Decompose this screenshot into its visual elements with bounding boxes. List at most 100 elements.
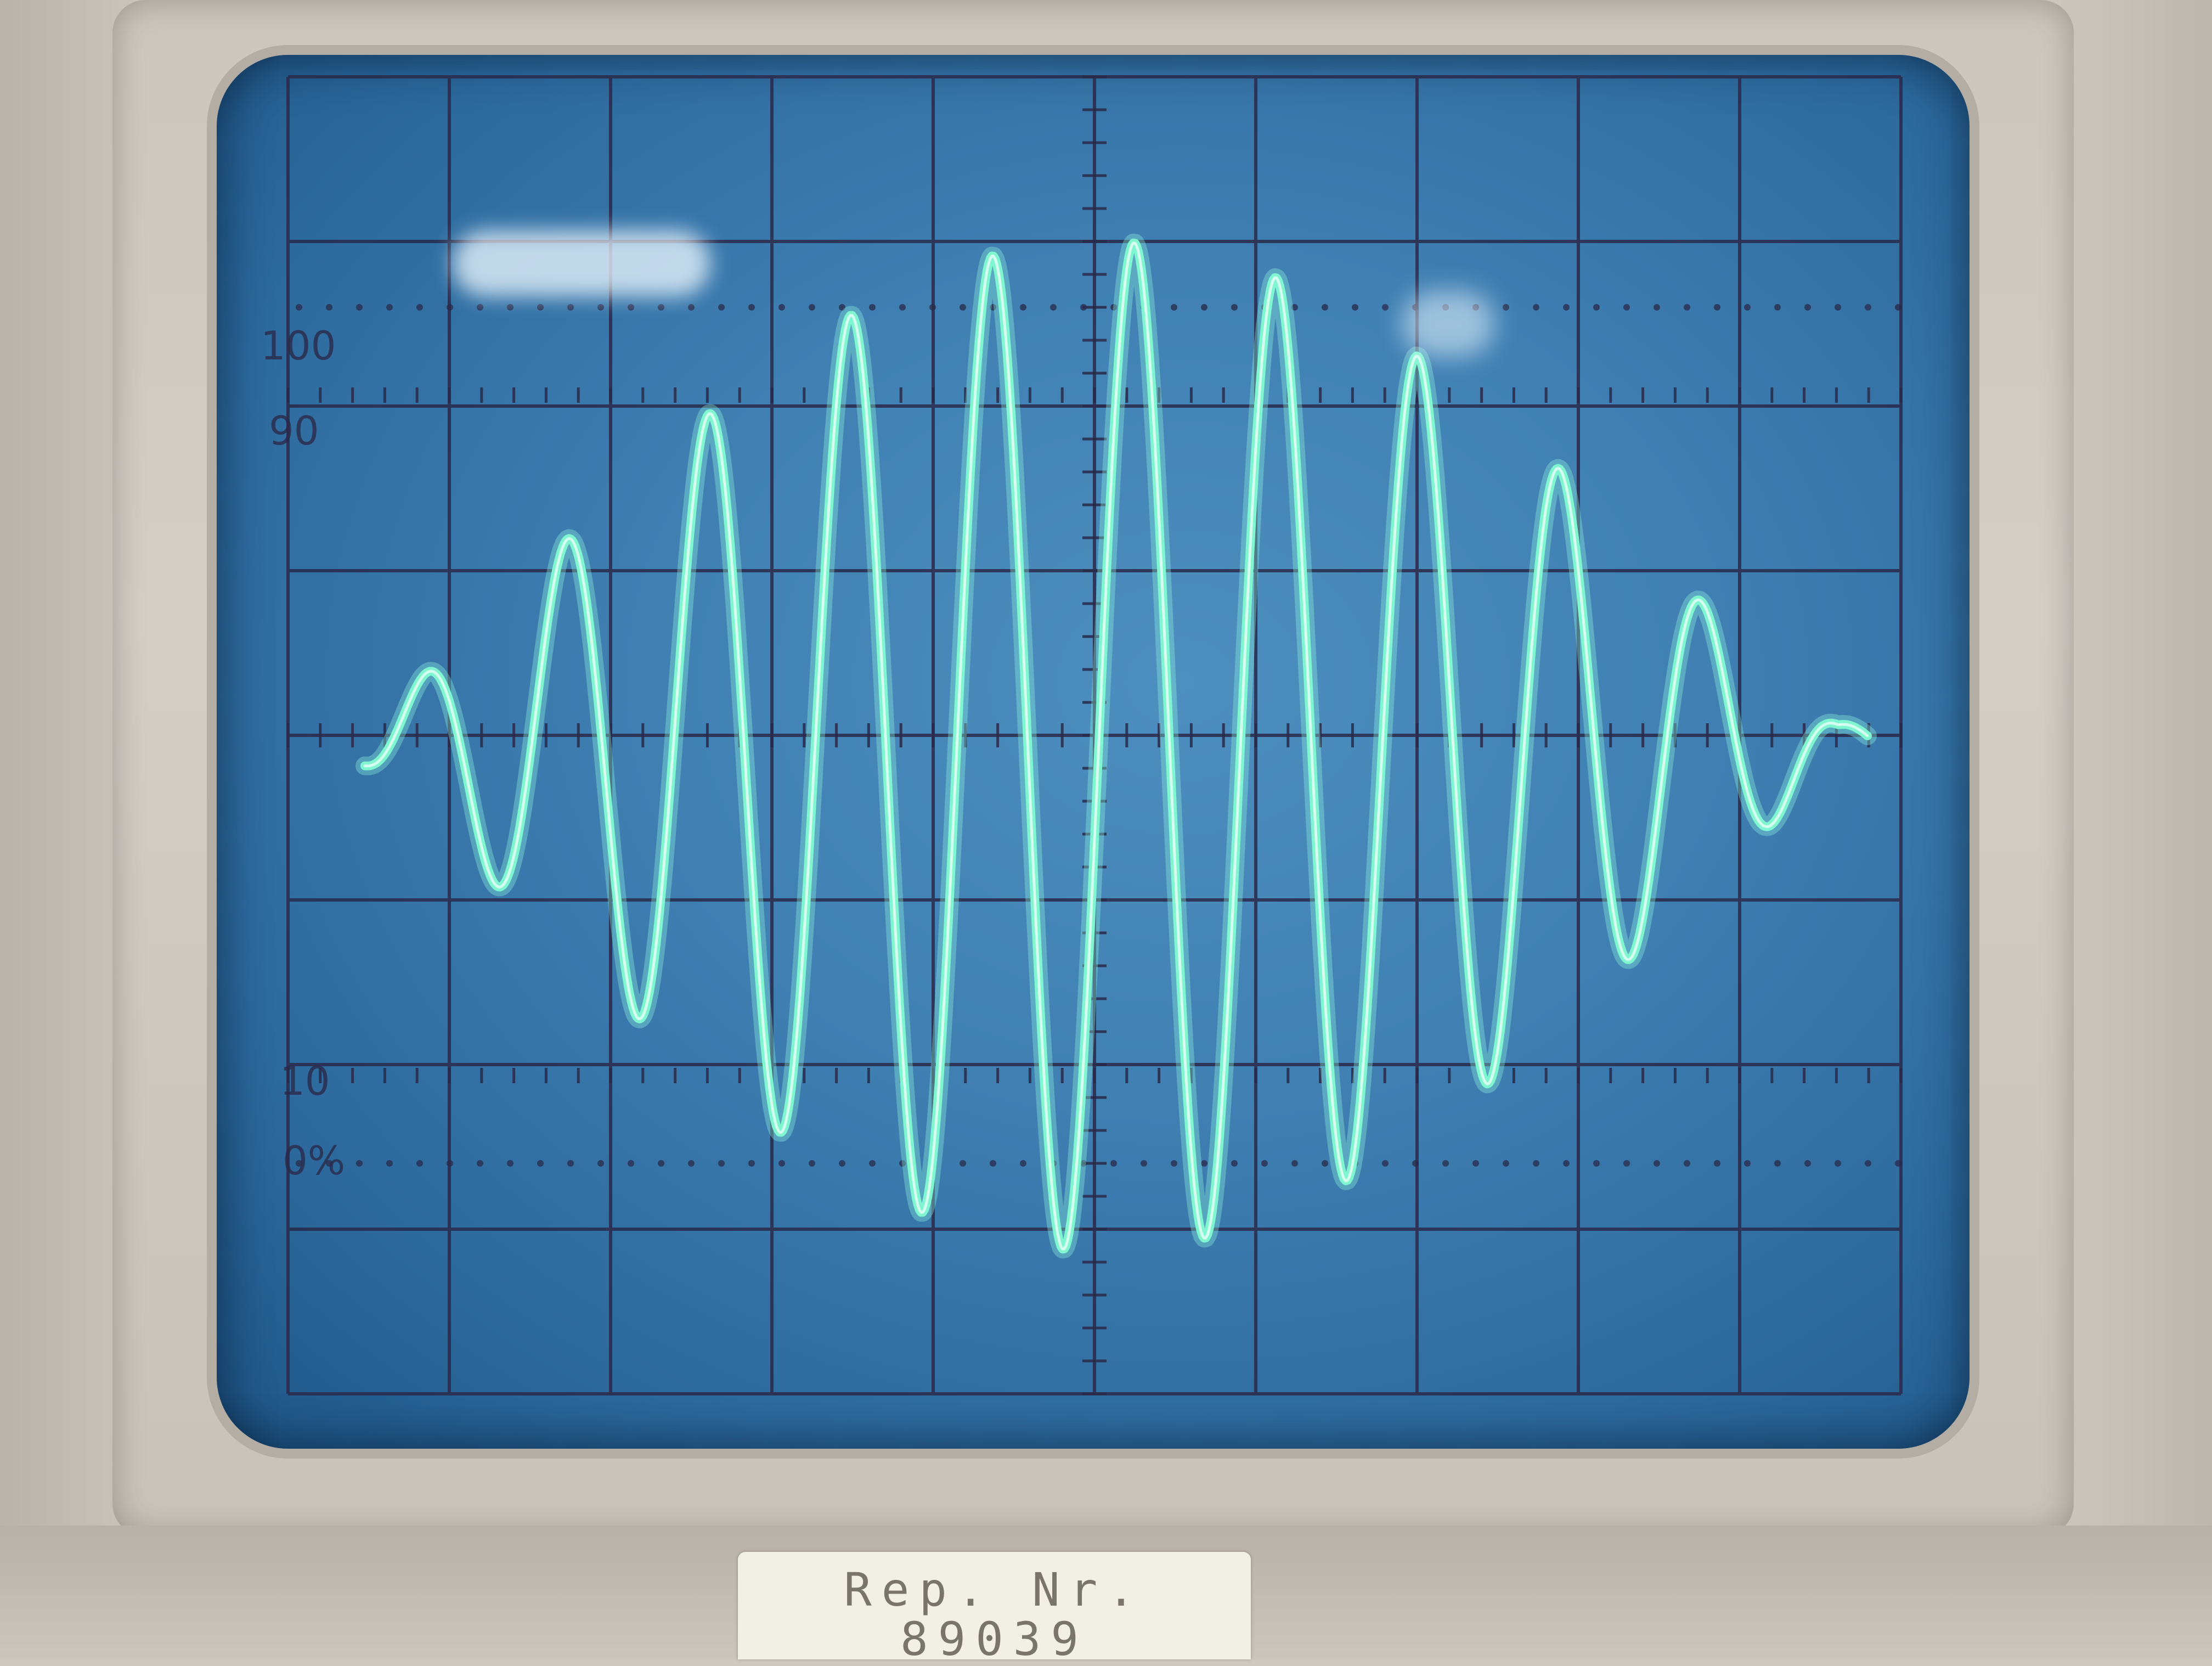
- reference-dot: [567, 1160, 574, 1167]
- reference-dot: [1352, 304, 1358, 311]
- reference-dot: [1322, 304, 1328, 311]
- reference-dot: [1231, 304, 1238, 311]
- graticule-label-90: 90: [269, 408, 319, 454]
- reference-dot: [1744, 304, 1751, 311]
- reference-dot: [1654, 1160, 1660, 1167]
- reference-dot: [356, 304, 363, 311]
- reference-dot: [809, 1160, 815, 1167]
- graticule-label-10: 10: [280, 1058, 330, 1104]
- reference-dot: [1654, 304, 1660, 311]
- reference-dot: [1171, 304, 1177, 311]
- reference-dot: [1865, 304, 1871, 311]
- repair-number-label: Rep. Nr.: [844, 1563, 1145, 1617]
- crt-screen: 100 90 10 0%: [217, 55, 1970, 1449]
- reference-dot: [839, 1160, 845, 1167]
- reference-dot: [748, 1160, 755, 1167]
- reference-dot: [628, 304, 634, 311]
- reference-dot: [1171, 1160, 1177, 1167]
- reference-dot: [1231, 1160, 1238, 1167]
- reference-dot: [1835, 304, 1841, 311]
- reference-dot: [1684, 304, 1690, 311]
- reference-dot: [326, 304, 332, 311]
- reference-dot: [1201, 304, 1207, 311]
- waveform-trace-core: [363, 241, 1869, 1251]
- reference-dot: [869, 304, 876, 311]
- reference-dot: [1472, 1160, 1479, 1167]
- reference-dot: [1503, 1160, 1509, 1167]
- screen-glare-small: [1402, 291, 1495, 357]
- reference-dot: [960, 304, 966, 311]
- reference-dot: [778, 1160, 785, 1167]
- reference-dot: [688, 1160, 695, 1167]
- reference-dot: [1774, 1160, 1781, 1167]
- reference-dot: [1261, 1160, 1268, 1167]
- reference-dot: [718, 304, 725, 311]
- graticule-label-0-percent: 0%: [283, 1138, 345, 1184]
- reference-dot: [447, 1160, 453, 1167]
- reference-dot: [960, 1160, 966, 1167]
- reference-dot: [628, 1160, 634, 1167]
- reference-dot: [1020, 304, 1026, 311]
- reference-dot: [1201, 1160, 1207, 1167]
- reference-dot: [1412, 1160, 1419, 1167]
- reference-dot: [1563, 304, 1570, 311]
- reference-dot: [990, 304, 996, 311]
- reference-dot: [1382, 304, 1389, 311]
- reference-dot: [1020, 1160, 1026, 1167]
- reference-dot: [326, 1160, 332, 1167]
- reference-dot: [386, 1160, 393, 1167]
- reference-dot: [1382, 1160, 1389, 1167]
- reference-dot: [537, 1160, 544, 1167]
- reference-dot: [1503, 304, 1509, 311]
- reference-dot: [1050, 304, 1057, 311]
- reference-dot: [1895, 1160, 1901, 1167]
- reference-dot: [990, 1160, 996, 1167]
- reference-dot: [1322, 1160, 1328, 1167]
- reference-dot: [1623, 304, 1630, 311]
- reference-dot: [1804, 304, 1811, 311]
- reference-dot: [839, 304, 845, 311]
- graticule-and-trace: 100 90 10 0%: [261, 75, 1903, 1395]
- reference-dot: [1684, 1160, 1690, 1167]
- reference-dot: [658, 1160, 664, 1167]
- reference-dot: [1593, 1160, 1600, 1167]
- reference-dot: [296, 304, 302, 311]
- graticule-ticks: [286, 75, 1903, 1395]
- graticule-label-100: 100: [261, 323, 336, 369]
- reference-dot: [1563, 1160, 1570, 1167]
- reference-dot: [356, 1160, 363, 1167]
- reference-dot: [1110, 1160, 1117, 1167]
- reference-dot: [929, 304, 936, 311]
- percent-reference-dots: [296, 304, 1901, 1167]
- reference-dot: [416, 304, 423, 311]
- reference-dot: [296, 1160, 302, 1167]
- reference-dot: [1623, 1160, 1630, 1167]
- reference-dot: [567, 304, 574, 311]
- reference-dot: [1080, 1160, 1087, 1167]
- reference-dot: [386, 304, 393, 311]
- reference-dot: [718, 1160, 725, 1167]
- reference-dot: [1593, 304, 1600, 311]
- repair-number-plate: Rep. Nr. 89039: [738, 1552, 1251, 1666]
- reference-dot: [899, 1160, 906, 1167]
- reference-dot: [1714, 1160, 1720, 1167]
- reference-dot: [1744, 1160, 1751, 1167]
- reference-dot: [1804, 1160, 1811, 1167]
- reference-dot: [658, 304, 664, 311]
- reference-dot: [1533, 304, 1539, 311]
- reference-dot: [1141, 1160, 1147, 1167]
- screen-glare: [453, 230, 710, 296]
- reference-dot: [1291, 1160, 1298, 1167]
- reference-dot: [597, 304, 604, 311]
- reference-dot: [416, 1160, 423, 1167]
- reference-dot: [778, 304, 785, 311]
- reference-dot: [597, 1160, 604, 1167]
- reference-dot: [507, 304, 514, 311]
- reference-dot: [477, 304, 483, 311]
- reference-dot: [1442, 1160, 1449, 1167]
- reference-dot: [748, 304, 755, 311]
- reference-dot: [1291, 304, 1298, 311]
- reference-dot: [507, 1160, 514, 1167]
- reference-dot: [1835, 1160, 1841, 1167]
- reference-dot: [688, 304, 695, 311]
